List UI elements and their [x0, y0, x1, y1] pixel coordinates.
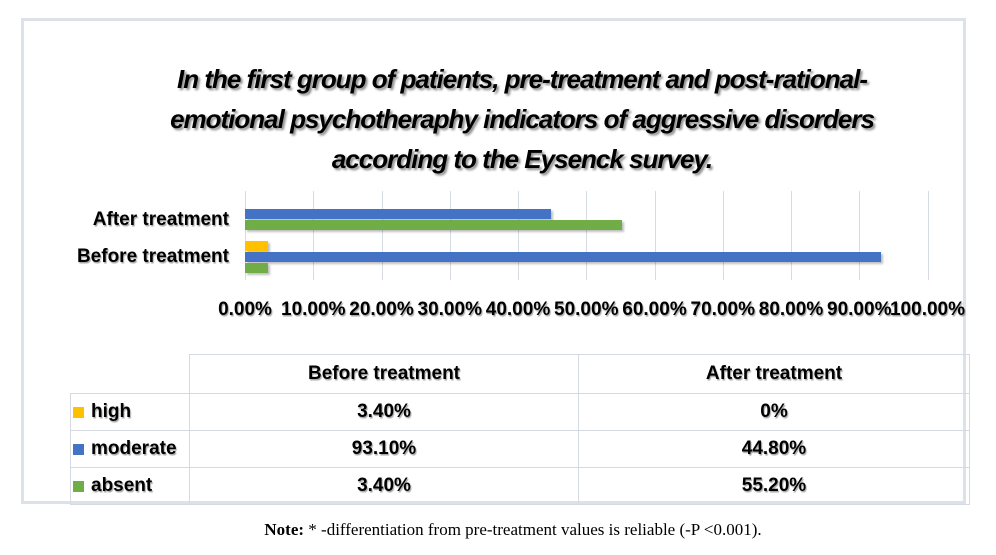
bar-before-treatment-absent — [245, 263, 268, 273]
bar-after-treatment-moderate — [245, 209, 551, 219]
x-tick-label-60.00%: 60.00% — [622, 299, 687, 320]
gridline-50.00% — [586, 191, 587, 280]
chart-title-line-1: In the first group of patients, pre-trea… — [176, 64, 868, 94]
x-tick-label-70.00%: 70.00% — [690, 299, 755, 320]
table-row-moderate: moderate 93.10% 44.80% — [70, 430, 970, 468]
table-row-absent: absent 3.40% 55.20% — [70, 467, 970, 505]
gridline-100.00% — [928, 191, 929, 280]
row-header-absent: absent — [70, 467, 190, 505]
row-label-moderate: moderate — [91, 438, 177, 459]
x-tick-label-20.00%: 20.00% — [349, 299, 414, 320]
table-header-row: Before treatment After treatment — [71, 354, 970, 394]
x-tick-label-10.00%: 10.00% — [281, 299, 346, 320]
gridline-20.00% — [382, 191, 383, 280]
bar-before-treatment-high — [245, 241, 268, 251]
plot-area — [245, 191, 929, 280]
x-tick-label-100.00%: 100.00% — [889, 299, 966, 320]
footnote-label: Note: — [264, 520, 305, 539]
absent-legend-swatch — [73, 480, 84, 492]
high-legend-swatch — [73, 406, 84, 418]
table-row-high: high 3.40% 0% — [70, 393, 970, 431]
row-label-high: high — [91, 401, 132, 422]
moderate-legend-swatch — [73, 443, 84, 455]
chart-frame: In the first group of patients, pre-trea… — [21, 18, 970, 505]
gridline-30.00% — [450, 191, 451, 280]
x-tick-label-0.00%: 0.00% — [218, 299, 272, 320]
gridline-10.00% — [313, 191, 314, 280]
chart-title-line-3: according to the Eysenck survey. — [331, 144, 713, 174]
x-axis: 0.00% 10.00% 20.00% 30.00% 40.00% 50.00% 60.00… — [24, 299, 996, 321]
data-table: Before treatment After treatment high 3.4… — [70, 354, 970, 505]
category-label-before-treatment: Before treatment — [76, 246, 229, 267]
table-header-before-treatment: Before treatment — [189, 354, 579, 394]
cell-absent-before: 3.40% — [189, 467, 579, 505]
x-tick-label-40.00%: 40.00% — [485, 299, 551, 320]
gridline-40.00% — [518, 191, 519, 280]
table-header-after-treatment: After treatment — [578, 354, 970, 394]
footnote: Note: * -differentiation from pre-treatm… — [30, 520, 996, 540]
x-tick-label-30.00%: 30.00% — [417, 299, 482, 320]
gridline-90.00% — [859, 191, 860, 280]
x-tick-label-50.00%: 50.00% — [554, 299, 619, 320]
cell-moderate-before: 93.10% — [189, 430, 579, 468]
bar-before-treatment-moderate — [245, 252, 881, 262]
table-corner-cell — [71, 355, 190, 394]
bar-after-treatment-absent — [245, 220, 622, 230]
x-tick-label-90.00%: 90.00% — [827, 299, 892, 320]
cell-high-after: 0% — [578, 393, 970, 431]
row-header-moderate: moderate — [70, 430, 190, 468]
gridline-60.00% — [655, 191, 656, 280]
row-label-absent: absent — [91, 475, 153, 496]
chart-title: In the first group of patients, pre-trea… — [82, 59, 962, 179]
x-tick-label-80.00%: 80.00% — [758, 299, 824, 320]
gridline-70.00% — [723, 191, 724, 280]
category-label-after-treatment: After treatment — [92, 209, 229, 230]
chart-title-line-2: emotional psychotheraphy indicators of a… — [170, 104, 875, 134]
row-header-high: high — [70, 393, 190, 431]
cell-moderate-after: 44.80% — [578, 430, 970, 468]
gridline-0.00% — [245, 191, 246, 280]
cell-absent-after: 55.20% — [578, 467, 970, 505]
gridline-80.00% — [791, 191, 792, 280]
cell-high-before: 3.40% — [189, 393, 579, 431]
footnote-text: * -differentiation from pre-treatment va… — [304, 520, 762, 539]
